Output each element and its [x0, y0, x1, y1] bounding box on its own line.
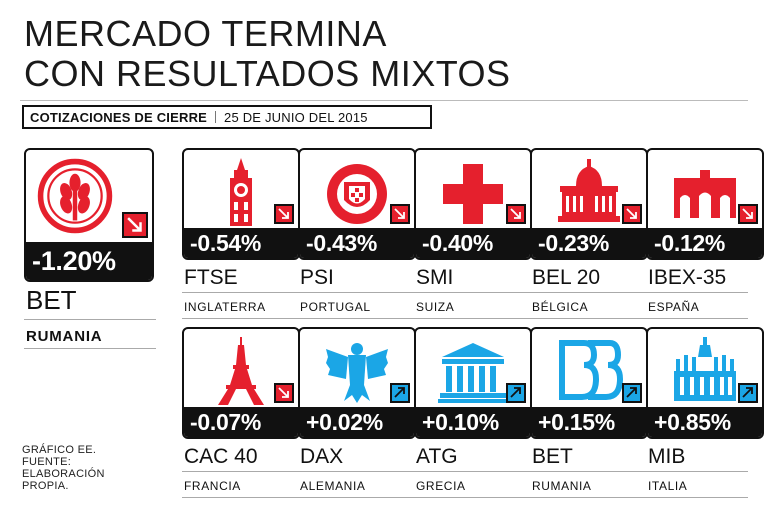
index-country: ESPAÑA: [648, 300, 700, 314]
divider: [182, 292, 748, 293]
index-card-mib: +0.85%: [646, 327, 764, 439]
divider: [24, 319, 156, 320]
index-value: -0.23%: [532, 228, 646, 258]
trend-down-icon: [506, 204, 526, 224]
index-value: +0.85%: [648, 407, 762, 437]
index-value: -0.43%: [300, 228, 414, 258]
index-card-ftse: -0.54%: [182, 148, 300, 260]
trend-down-icon: [738, 204, 758, 224]
milan-cathedral-icon: [674, 337, 736, 401]
index-value: -0.40%: [416, 228, 530, 258]
index-card-dax: +0.02%: [298, 327, 416, 439]
index-country: GRECIA: [416, 479, 466, 493]
index-name: FTSE: [184, 266, 238, 289]
index-value: +0.02%: [300, 407, 414, 437]
divider: [182, 318, 748, 319]
subtitle-label: COTIZACIONES DE CIERRE: [30, 109, 208, 125]
title-line-2: CON RESULTADOS MIXTOS: [24, 53, 511, 94]
eiffel-tower-icon: [218, 337, 264, 405]
index-name: SMI: [416, 266, 454, 289]
big-ben-icon: [230, 158, 252, 226]
featured-card: -1.20%: [24, 148, 154, 282]
bvb-logo-icon: [559, 340, 624, 400]
portugal-shield-icon: [327, 164, 387, 224]
divider: [20, 100, 748, 101]
trend-up-icon: [738, 383, 758, 403]
index-name: MIB: [648, 445, 686, 468]
trend-down-icon: [274, 204, 294, 224]
index-value: +0.10%: [416, 407, 530, 437]
featured-country: RUMANIA: [26, 328, 103, 345]
trend-up-icon: [390, 383, 410, 403]
divider: [24, 348, 156, 349]
featured-index-name: BET: [26, 285, 77, 315]
index-country: FRANCIA: [184, 479, 241, 493]
wheat-emblem-icon: [37, 158, 113, 234]
index-country: PORTUGAL: [300, 300, 371, 314]
trend-up-icon: [622, 383, 642, 403]
index-card-bet-ro: +0.15%: [530, 327, 648, 439]
index-name: DAX: [300, 445, 344, 468]
index-card-cac40: -0.07%: [182, 327, 300, 439]
index-name: ATG: [416, 445, 458, 468]
german-eagle-icon: [326, 343, 388, 403]
footnote-line: GRÁFICO EE.: [22, 444, 97, 456]
index-card-smi: -0.40%: [414, 148, 532, 260]
index-name: BET: [532, 445, 573, 468]
index-name: BEL 20: [532, 266, 601, 289]
subtitle-date: 25 DE JUNIO DEL 2015: [224, 109, 368, 125]
parthenon-icon: [438, 343, 508, 403]
index-value: +0.15%: [532, 407, 646, 437]
index-card-atg: +0.10%: [414, 327, 532, 439]
footnote-line: PROPIA.: [22, 480, 69, 492]
palace-dome-icon: [558, 159, 620, 222]
index-name: PSI: [300, 266, 334, 289]
featured-value: -1.20%: [26, 242, 152, 280]
index-value: -0.07%: [184, 407, 298, 437]
index-name: IBEX-35: [648, 266, 727, 289]
trend-down-icon: [122, 212, 148, 238]
swiss-cross-icon: [443, 164, 503, 224]
footnote: GRÁFICO EE. FUENTE: ELABORACIÓN PROPIA.: [22, 444, 105, 492]
footnote-line: ELABORACIÓN: [22, 468, 105, 480]
subtitle-bar: COTIZACIONES DE CIERRE 25 DE JUNIO DEL 2…: [22, 105, 432, 129]
index-country: ALEMANIA: [300, 479, 366, 493]
index-value: -0.12%: [648, 228, 762, 258]
index-card-bel20: -0.23%: [530, 148, 648, 260]
index-country: INGLATERRA: [184, 300, 266, 314]
trend-down-icon: [274, 383, 294, 403]
index-country: SUIZA: [416, 300, 455, 314]
index-card-psi: -0.43%: [298, 148, 416, 260]
trend-down-icon: [390, 204, 410, 224]
index-country: ITALIA: [648, 479, 688, 493]
trend-up-icon: [506, 383, 526, 403]
trend-down-icon: [622, 204, 642, 224]
footnote-line: FUENTE:: [22, 456, 72, 468]
index-name: CAC 40: [184, 445, 258, 468]
subtitle-separator: [215, 111, 217, 123]
divider: [182, 497, 748, 498]
puerta-alcala-icon: [674, 170, 736, 218]
title-line-1: MERCADO TERMINA: [24, 13, 387, 54]
index-card-ibex35: -0.12%: [646, 148, 764, 260]
page-title: MERCADO TERMINA CON RESULTADOS MIXTOS: [24, 14, 511, 94]
index-country: RUMANIA: [532, 479, 592, 493]
index-country: BÉLGICA: [532, 300, 589, 314]
index-value: -0.54%: [184, 228, 298, 258]
divider: [182, 471, 748, 472]
